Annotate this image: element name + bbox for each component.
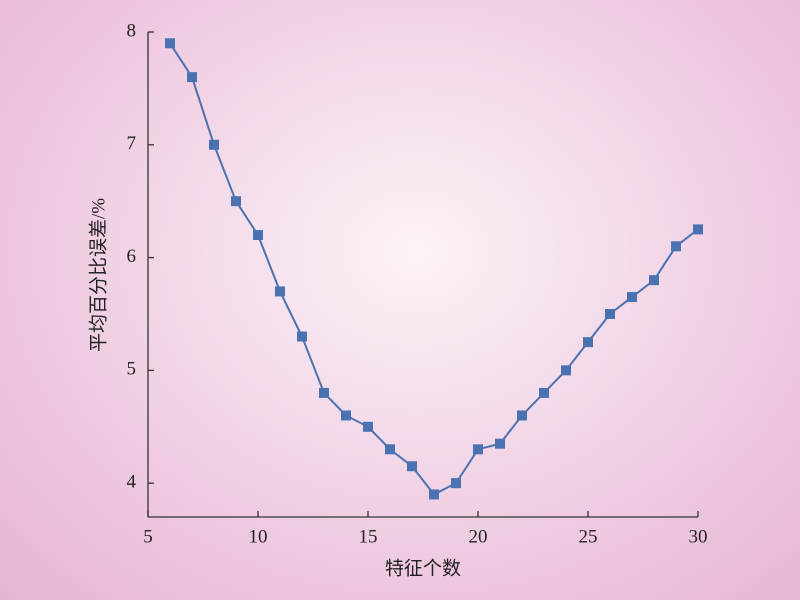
data-point [605, 308, 615, 319]
data-point [231, 196, 241, 207]
x-tick-label: 20 [469, 526, 488, 547]
x-tick-label: 15 [359, 526, 378, 547]
data-point [363, 421, 373, 432]
data-point [297, 331, 307, 342]
data-point [671, 241, 681, 252]
data-point [627, 292, 637, 303]
y-tick-label: 4 [127, 472, 137, 493]
data-line [169, 42, 699, 496]
x-axis-label: 特征个数 [385, 557, 461, 579]
data-point [275, 286, 285, 297]
data-point [473, 444, 483, 455]
data-point [693, 224, 703, 235]
x-tick-label: 5 [143, 526, 153, 547]
data-point [187, 72, 197, 83]
data-point [407, 461, 417, 472]
data-point [385, 444, 395, 455]
data-point [253, 230, 263, 241]
y-tick-label: 7 [127, 133, 137, 154]
data-point [539, 387, 549, 398]
data-point [209, 139, 219, 150]
y-tick-label: 8 [127, 20, 137, 41]
data-point [165, 38, 175, 49]
data-point [319, 387, 329, 398]
y-tick-label: 6 [127, 246, 137, 267]
data-point [451, 478, 461, 489]
data-point [429, 489, 439, 500]
data-point [583, 337, 593, 348]
data-point [517, 410, 527, 421]
x-tick-label: 10 [249, 526, 268, 547]
y-axis-label: 平均百分比误差/% [87, 198, 109, 352]
data-point [341, 410, 351, 421]
data-point [495, 438, 505, 449]
y-tick-label: 5 [127, 359, 137, 380]
x-tick-label: 30 [689, 526, 708, 547]
data-point [649, 275, 659, 286]
x-tick-label: 25 [579, 526, 598, 547]
data-point [561, 365, 571, 376]
